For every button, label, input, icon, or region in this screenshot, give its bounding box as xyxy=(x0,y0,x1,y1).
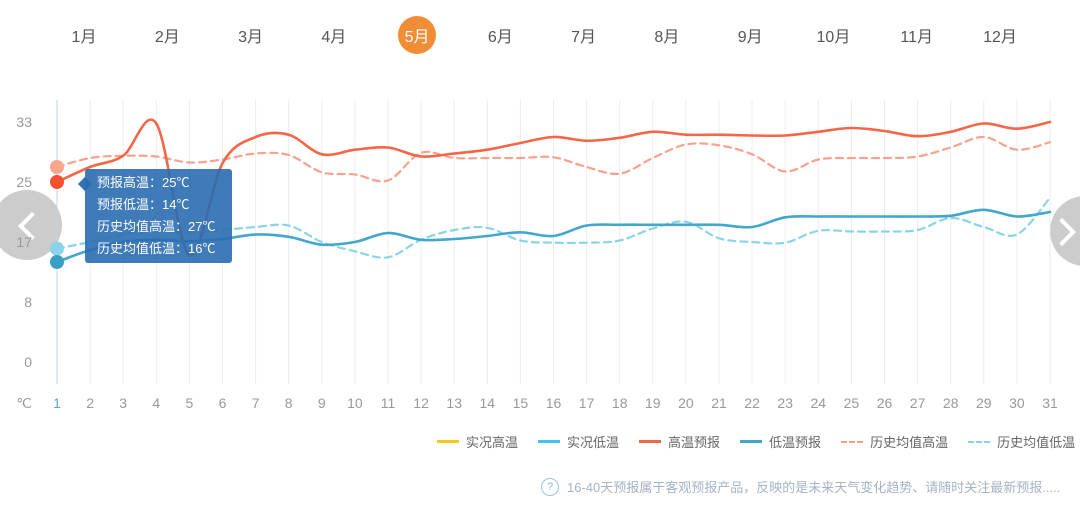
x-tick-day-1[interactable]: 1 xyxy=(53,395,61,411)
legend-swatch-4 xyxy=(841,440,864,443)
legend-label-1: 实况低温 xyxy=(567,435,620,450)
day1-marker-3[interactable] xyxy=(50,255,64,269)
y-axis-unit: ℃ xyxy=(16,395,32,411)
legend-label-2: 高温预报 xyxy=(668,435,721,450)
month-tab-8[interactable]: 8月 xyxy=(654,29,680,46)
x-tick-day-29[interactable]: 29 xyxy=(976,395,992,411)
x-tick-day-16[interactable]: 16 xyxy=(546,395,562,411)
x-tick-day-12[interactable]: 12 xyxy=(413,395,429,411)
x-tick-day-11[interactable]: 11 xyxy=(381,395,396,411)
x-tick-day-15[interactable]: 15 xyxy=(513,395,529,411)
y-tick-8: 8 xyxy=(24,294,32,310)
series-line-4 xyxy=(55,135,1052,183)
x-tick-day-19[interactable]: 19 xyxy=(645,395,661,411)
x-tick-day-27[interactable]: 27 xyxy=(910,395,926,411)
month-tab-5[interactable]: 5月 xyxy=(398,16,437,54)
legend-item-2[interactable]: 高温预报 xyxy=(639,432,720,451)
month-tabs: 1月 2月 3月 4月 5月 6月 7月 8月 9月 10月 11月 12月 xyxy=(0,0,1080,70)
y-tick-17: 17 xyxy=(16,234,32,250)
x-tick-day-20[interactable]: 20 xyxy=(678,395,694,411)
chart-legend: 实况高温 实况低温 高温预报 低温预报 历史均值高温 历史均值低温 xyxy=(437,432,1075,451)
legend-item-4[interactable]: 历史均值高温 xyxy=(841,432,948,451)
legend-label-4: 历史均值高温 xyxy=(870,435,949,450)
legend-label-3: 低温预报 xyxy=(769,435,822,450)
x-tick-day-24[interactable]: 24 xyxy=(811,395,827,411)
x-tick-day-25[interactable]: 25 xyxy=(844,395,860,411)
x-tick-day-6[interactable]: 6 xyxy=(219,395,227,411)
legend-item-5[interactable]: 历史均值低温 xyxy=(968,432,1075,451)
x-tick-day-3[interactable]: 3 xyxy=(119,395,127,411)
disclaimer-text: 16-40天预报属于客观预报产品，反映的是未来天气变化趋势、请随时关注最新预报.… xyxy=(567,480,1061,495)
x-tick-day-13[interactable]: 13 xyxy=(446,395,462,411)
legend-swatch-5 xyxy=(968,440,991,443)
y-tick-25: 25 xyxy=(16,174,32,190)
month-tab-12[interactable]: 12月 xyxy=(983,29,1017,46)
legend-item-0[interactable]: 实况高温 xyxy=(437,432,518,451)
x-tick-day-30[interactable]: 30 xyxy=(1009,395,1025,411)
legend-item-1[interactable]: 实况低温 xyxy=(538,432,619,451)
month-tab-11[interactable]: 11月 xyxy=(900,29,933,46)
temperature-chart: 1 2 3 4 5 6 7 8 9 10 11 12 13 14 15 16 17 18 19 20 21 22 23 24 2… xyxy=(16,100,1058,411)
legend-item-3[interactable]: 低温预报 xyxy=(740,432,821,451)
gridlines-group xyxy=(56,100,1051,384)
day1-marker-0[interactable] xyxy=(50,160,64,174)
month-tab-4[interactable]: 4月 xyxy=(321,29,347,46)
x-tick-day-17[interactable]: 17 xyxy=(579,395,595,411)
month-tab-7[interactable]: 7月 xyxy=(571,29,597,46)
x-tick-day-9[interactable]: 9 xyxy=(318,395,326,411)
month-tab-9[interactable]: 9月 xyxy=(737,29,763,46)
day1-marker-1[interactable] xyxy=(50,175,64,189)
legend-label-0: 实况高温 xyxy=(466,435,519,450)
month-tab-3[interactable]: 3月 xyxy=(238,29,263,46)
footer-disclaimer: ? 16-40天预报属于客观预报产品，反映的是未来天气变化趋势、请随时关注最新预… xyxy=(541,477,1060,496)
month-tab-1[interactable]: 1月 xyxy=(71,29,97,46)
y-tick-33: 33 xyxy=(16,114,32,130)
x-tick-day-26[interactable]: 26 xyxy=(877,395,893,411)
legend-label-5: 历史均值低温 xyxy=(997,435,1076,450)
tooltip-line-3: 历史均值低温：16℃ xyxy=(97,241,216,256)
x-tick-day-8[interactable]: 8 xyxy=(285,395,293,411)
month-tab-6[interactable]: 6月 xyxy=(487,29,513,46)
legend-swatch-2 xyxy=(639,440,662,443)
tooltip-line-1: 预报低温：14℃ xyxy=(97,197,190,212)
tooltip-line-2: 历史均值高温：27℃ xyxy=(97,219,216,234)
x-tick-day-31[interactable]: 31 xyxy=(1042,395,1058,411)
x-tick-day-21[interactable]: 21 xyxy=(711,395,727,411)
x-tick-day-5[interactable]: 5 xyxy=(186,395,194,411)
month-tab-2[interactable]: 2月 xyxy=(154,29,180,46)
forecast-tooltip: 预报高温：25℃ 预报低温：14℃ 历史均值高温：27℃ 历史均值低温：16℃ xyxy=(85,169,232,263)
x-tick-day-28[interactable]: 28 xyxy=(943,395,959,411)
legend-swatch-3 xyxy=(740,440,763,443)
legend-swatch-0 xyxy=(437,440,459,443)
legend-swatch-1 xyxy=(538,440,561,443)
question-circle-icon[interactable]: ? xyxy=(541,477,559,496)
x-tick-day-18[interactable]: 18 xyxy=(612,395,628,411)
tooltip-line-0: 预报高温：25℃ xyxy=(97,175,190,190)
day1-marker-2[interactable] xyxy=(50,241,64,256)
x-tick-day-10[interactable]: 10 xyxy=(347,395,363,411)
x-tick-day-7[interactable]: 7 xyxy=(252,395,260,411)
x-tick-day-14[interactable]: 14 xyxy=(480,395,496,411)
x-tick-day-2[interactable]: 2 xyxy=(86,395,94,411)
x-tick-day-23[interactable]: 23 xyxy=(777,395,793,411)
x-tick-day-4[interactable]: 4 xyxy=(152,395,160,411)
y-tick-0: 0 xyxy=(24,354,32,370)
x-tick-day-22[interactable]: 22 xyxy=(744,395,760,411)
month-tab-10[interactable]: 10月 xyxy=(816,29,851,46)
